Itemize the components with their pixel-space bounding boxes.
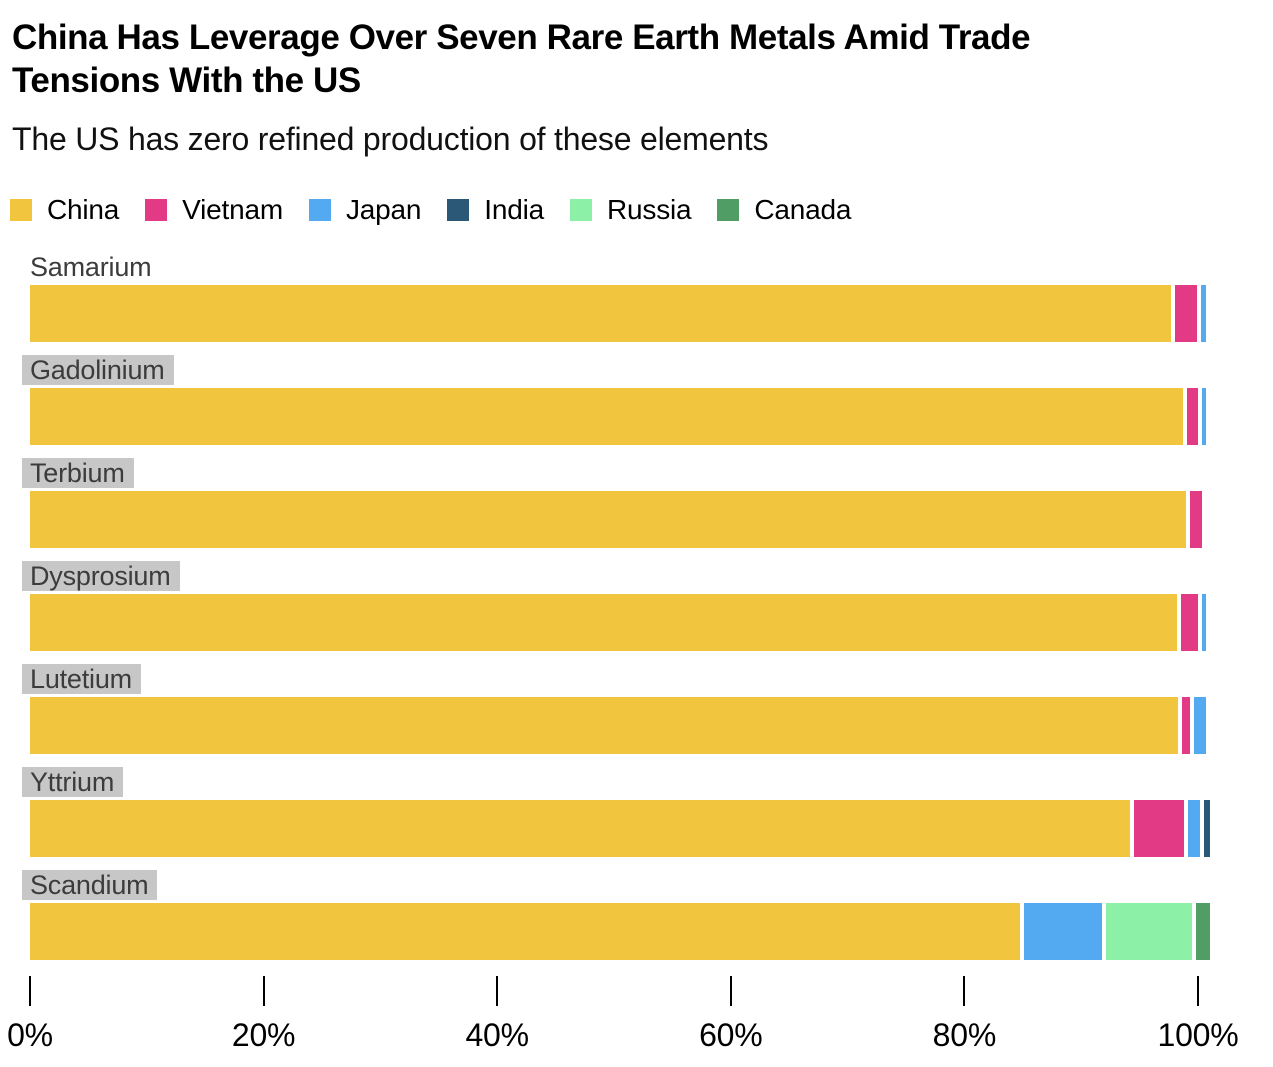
legend-label: China xyxy=(47,194,120,225)
category-label: Yttrium xyxy=(22,767,124,797)
segment-china xyxy=(30,491,1187,548)
chart-subtitle: The US has zero refined production of th… xyxy=(12,121,769,157)
legend-label: India xyxy=(484,194,544,225)
segment-japan xyxy=(1188,800,1201,857)
chart-row-lutetium: Lutetium xyxy=(22,664,1206,754)
legend-item-canada: Canada xyxy=(717,194,851,226)
segment-china xyxy=(30,285,1172,342)
axis-tick xyxy=(729,976,732,1006)
bar-dysprosium xyxy=(30,594,1206,651)
axis-tick-label: 60% xyxy=(699,1017,763,1053)
segment-vietnam xyxy=(1190,491,1202,548)
axis-tick-label: 80% xyxy=(932,1017,997,1053)
bar-scandium xyxy=(30,903,1210,960)
axis-tick xyxy=(496,976,499,1006)
segment-china xyxy=(30,697,1179,754)
x-axis: 0% 20% 40% 60% 80% 100% xyxy=(7,976,1239,1056)
segment-canada xyxy=(1195,903,1210,960)
legend-item-india: India xyxy=(447,194,544,226)
legend-swatch-canada xyxy=(717,199,740,221)
segment-vietnam xyxy=(1182,697,1191,754)
segment-china xyxy=(30,800,1131,857)
bar-samarium xyxy=(30,285,1206,342)
segment-japan xyxy=(1024,903,1102,960)
segment-japan xyxy=(1202,594,1206,651)
segment-china xyxy=(30,594,1177,651)
axis-tick-label: 20% xyxy=(231,1017,296,1053)
bar-lutetium xyxy=(30,697,1206,754)
legend-swatch-japan xyxy=(308,199,331,221)
legend-label: Japan xyxy=(345,194,422,225)
bar-gadolinium xyxy=(30,388,1206,445)
chart-row-yttrium: Yttrium xyxy=(22,767,1210,857)
chart-title-line-1: China Has Leverage Over Seven Rare Earth… xyxy=(12,18,1031,57)
legend-swatch-india xyxy=(447,199,470,221)
category-label: Dysprosium xyxy=(22,561,180,591)
chart-row-scandium: Scandium xyxy=(22,870,1210,960)
segment-vietnam xyxy=(1175,285,1198,342)
chart-rows: Samarium Gadolinium Terbium Dysprosium Lutet… xyxy=(22,252,1210,960)
chart-title-line-2: Tensions With the US xyxy=(12,61,361,100)
legend-item-vietnam: Vietnam xyxy=(145,194,283,226)
axis-tick-label: 40% xyxy=(465,1017,529,1053)
legend-item-china: China xyxy=(10,194,119,226)
segment-china xyxy=(30,388,1183,445)
chart-row-terbium: Terbium xyxy=(22,458,1202,548)
axis-tick-label: 0% xyxy=(7,1017,53,1053)
chart-row-gadolinium: Gadolinium xyxy=(22,355,1206,445)
category-label: Gadolinium xyxy=(22,355,174,385)
axis-tick xyxy=(963,976,966,1006)
category-label: Lutetium xyxy=(22,664,141,694)
legend-label: Vietnam xyxy=(182,194,283,225)
legend-item-russia: Russia xyxy=(570,194,692,226)
segment-china xyxy=(30,903,1021,960)
legend-swatch-vietnam xyxy=(145,199,168,221)
bar-terbium xyxy=(30,491,1202,548)
chart-row-dysprosium: Dysprosium xyxy=(22,561,1206,651)
axis-tick xyxy=(29,976,31,1006)
axis-tick xyxy=(262,976,265,1006)
bar-yttrium xyxy=(30,800,1210,857)
legend-label: Canada xyxy=(754,194,852,225)
segment-japan xyxy=(1194,697,1206,754)
chart-row-samarium: Samarium xyxy=(30,252,1206,342)
axis-tick-label: 100% xyxy=(1157,1017,1239,1053)
category-label: Scandium xyxy=(22,870,158,900)
category-label: Samarium xyxy=(30,252,152,282)
axis-tick xyxy=(1197,976,1199,1006)
segment-vietnam xyxy=(1134,800,1185,857)
legend-swatch-russia xyxy=(570,199,592,221)
legend-label: Russia xyxy=(607,194,692,225)
segment-vietnam xyxy=(1180,594,1199,651)
legend-item-japan: Japan xyxy=(308,194,422,226)
segment-india xyxy=(1204,800,1210,857)
segment-russia xyxy=(1105,903,1192,960)
segment-vietnam xyxy=(1186,388,1199,445)
category-label: Terbium xyxy=(22,458,134,488)
stacked-bar-chart: Samarium Gadolinium Terbium Dysprosium Lutet… xyxy=(7,252,1239,1056)
legend: China Vietnam Japan India Russia Canada xyxy=(10,194,1273,226)
chart-title: China Has Leverage Over Seven Rare Earth… xyxy=(12,16,1273,102)
segment-japan xyxy=(1202,388,1206,445)
segment-japan xyxy=(1201,285,1206,342)
legend-swatch-china xyxy=(10,199,32,221)
